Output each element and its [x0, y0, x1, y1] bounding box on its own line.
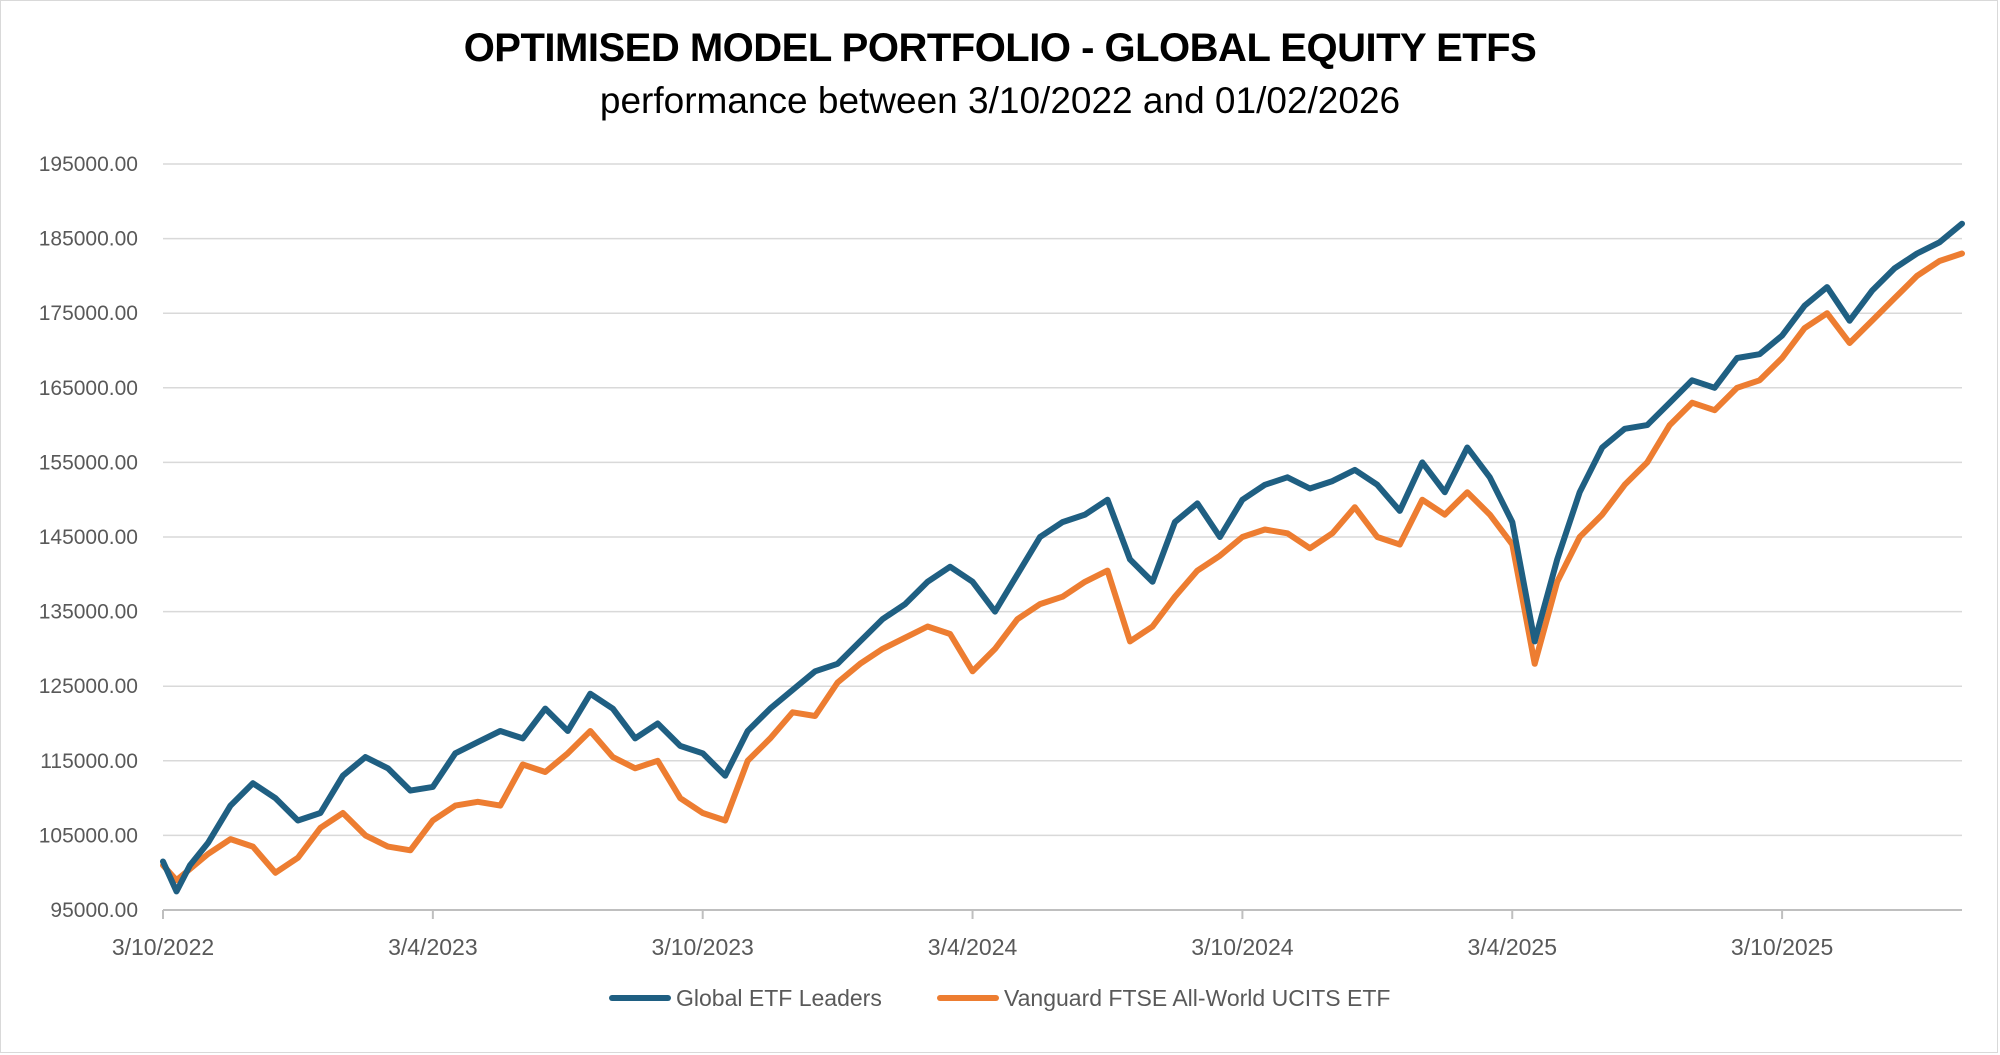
- y-tick-label: 175000.00: [39, 302, 138, 325]
- x-tick-label: 3/10/2024: [1191, 934, 1294, 960]
- y-axis-tick-labels: 95000.00 105000.00 115000.00 125000.00 13500…: [39, 153, 138, 922]
- series-line-global-etf-leaders: [160, 220, 1965, 895]
- legend-label: Global ETF Leaders: [676, 985, 882, 1011]
- y-tick-label: 95000.00: [50, 899, 138, 922]
- chart-subtitle: performance between 3/10/2022 and 01/02/…: [599, 80, 1401, 121]
- y-tick-label: 195000.00: [39, 153, 138, 176]
- y-tick-label: 115000.00: [40, 750, 138, 773]
- x-tick-label: 3/4/2024: [928, 934, 1018, 960]
- y-tick-label: 105000.00: [39, 824, 138, 847]
- legend: Global ETF Leaders Vanguard FTSE All-Worl…: [609, 985, 1390, 1011]
- x-tick-label: 3/4/2025: [1467, 934, 1557, 960]
- x-axis: 3/10/2022 3/4/2023 3/10/2023 3/4/2024 3/10/2…: [112, 909, 1962, 960]
- y-tick-label: 145000.00: [39, 526, 138, 549]
- y-tick-label: 135000.00: [39, 601, 138, 624]
- gridlines: [163, 163, 1962, 837]
- y-tick-label: 165000.00: [39, 377, 138, 400]
- x-tick-label: 3/10/2023: [652, 934, 754, 960]
- y-tick-label: 185000.00: [39, 228, 138, 251]
- series-line-vanguard-ftse-all-world-ucits-etf: [160, 250, 1965, 884]
- x-tick-label: 3/10/2025: [1731, 934, 1833, 960]
- x-tick-label: 3/4/2023: [388, 934, 478, 960]
- legend-label: Vanguard FTSE All-World UCITS ETF: [1004, 985, 1390, 1011]
- x-tick-label: 3/10/2022: [112, 934, 214, 960]
- y-tick-label: 125000.00: [39, 675, 138, 698]
- y-tick-label: 155000.00: [39, 451, 138, 474]
- chart-title: OPTIMISED MODEL PORTFOLIO - GLOBAL EQUIT…: [463, 26, 1537, 70]
- series-lines: [160, 220, 1965, 895]
